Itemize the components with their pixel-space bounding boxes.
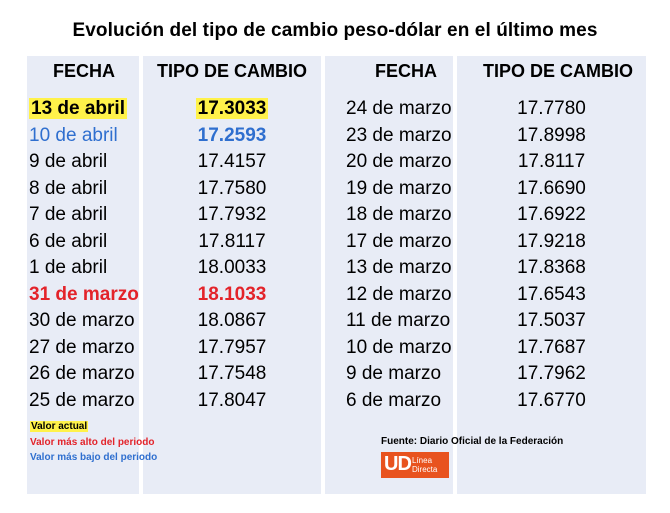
rate-cell: 17.7932 <box>197 204 267 225</box>
rate-cell: 17.5037 <box>517 310 586 331</box>
rate-cell: 17.7957 <box>197 336 267 358</box>
date-cell: 30 de marzo <box>29 310 135 331</box>
rate-cell: 17.7962 <box>517 363 586 384</box>
date-cell: 7 de abril <box>29 204 108 225</box>
rate-cell-highest: 18.1033 <box>197 283 267 305</box>
date-cell: 9 de marzo <box>346 363 442 384</box>
rate-cell: 17.7580 <box>197 177 267 199</box>
date-cell: 19 de marzo <box>346 177 452 199</box>
date-cell: 8 de abril <box>29 177 108 199</box>
date-cell: 1 de abril <box>29 257 108 278</box>
table-row: 13 de abril 17.3033 24 de marzo 17.7780 <box>0 96 670 122</box>
table-row: 8 de abril 17.7580 19 de marzo 17.6690 <box>0 176 670 202</box>
date-cell: 11 de marzo <box>346 310 451 331</box>
rate-cell: 17.8998 <box>517 124 586 146</box>
logo-line-1: Línea <box>412 456 433 465</box>
table-row: 10 de abril 17.2593 23 de marzo 17.8998 <box>0 123 670 149</box>
rate-cell: 17.6690 <box>517 177 586 199</box>
rate-cell: 17.4157 <box>197 151 267 172</box>
date-cell: 6 de marzo <box>346 389 442 411</box>
header-tipo-left: TIPO DE CAMBIO <box>157 61 308 81</box>
table-row: 6 de abril 17.8117 17 de marzo 17.9218 <box>0 229 670 255</box>
date-cell-highest: 31 de marzo <box>29 283 139 305</box>
legend-current-value: Valor actual <box>30 421 89 432</box>
date-cell: 6 de abril <box>29 230 108 252</box>
column-background-fecha-right <box>325 56 453 494</box>
table-row: 31 de marzo 18.1033 12 de marzo 17.6543 <box>0 282 670 308</box>
rate-cell: 17.8117 <box>517 151 586 172</box>
date-cell: 24 de marzo <box>346 98 452 119</box>
date-cell: 12 de marzo <box>346 283 452 305</box>
legend-lowest-value: Valor más bajo del periodo <box>30 452 158 463</box>
legend-highest-value: Valor más alto del periodo <box>30 437 155 448</box>
date-cell: 26 de marzo <box>29 363 135 384</box>
logo-mark: UD <box>384 453 412 475</box>
rate-cell: 18.0033 <box>197 257 267 278</box>
rate-cell-lowest: 17.2593 <box>197 124 267 146</box>
table-row: 7 de abril 17.7932 18 de marzo 17.6922 <box>0 202 670 228</box>
date-cell: 17 de marzo <box>346 230 452 252</box>
date-cell: 27 de marzo <box>29 336 135 358</box>
column-background-tipo-right <box>457 56 646 494</box>
date-cell: 13 de marzo <box>346 257 452 278</box>
table-row: 25 de marzo 17.8047 6 de marzo 17.6770 <box>0 388 670 414</box>
rate-cell-current: 17.3033 <box>195 98 269 119</box>
column-background-tipo-left <box>143 56 321 494</box>
table-row: 9 de abril 17.4157 20 de marzo 17.8117 <box>0 149 670 175</box>
rate-cell: 18.0867 <box>197 310 267 331</box>
date-cell: 18 de marzo <box>346 204 452 225</box>
rate-cell: 17.7548 <box>197 363 267 384</box>
table-row: 30 de marzo 18.0867 11 de marzo 17.5037 <box>0 308 670 334</box>
header-tipo-right: TIPO DE CAMBIO <box>483 61 634 81</box>
rate-cell: 17.8117 <box>198 230 266 252</box>
rate-cell: 17.6770 <box>517 389 586 411</box>
date-cell: 25 de marzo <box>29 389 135 411</box>
table-row: 27 de marzo 17.7957 10 de marzo 17.7687 <box>0 335 670 361</box>
table-row: 1 de abril 18.0033 13 de marzo 17.8368 <box>0 255 670 281</box>
header-fecha-left: FECHA <box>53 61 115 81</box>
date-cell-lowest: 10 de abril <box>29 124 118 146</box>
date-cell-current: 13 de abril <box>29 98 127 119</box>
page-title: Evolución del tipo de cambio peso-dólar … <box>72 20 598 41</box>
rate-cell: 17.9218 <box>517 230 586 252</box>
rate-cell: 17.8368 <box>517 257 586 278</box>
table-row: 26 de marzo 17.7548 9 de marzo 17.7962 <box>0 361 670 387</box>
date-cell: 9 de abril <box>29 151 108 172</box>
date-cell: 23 de marzo <box>346 124 452 146</box>
source-note: Fuente: Diario Oficial de la Federación <box>381 436 564 447</box>
header-fecha-right: FECHA <box>375 61 437 81</box>
linea-directa-logo: UD Línea Directa <box>381 452 449 478</box>
rate-cell: 17.6922 <box>517 204 586 225</box>
rate-cell: 17.6543 <box>517 283 586 305</box>
rate-cell: 17.7780 <box>517 98 586 119</box>
date-cell: 20 de marzo <box>346 151 452 172</box>
date-cell: 10 de marzo <box>346 336 452 358</box>
rate-cell: 17.7687 <box>517 336 586 358</box>
rate-cell: 17.8047 <box>197 389 267 411</box>
logo-line-2: Directa <box>412 465 438 474</box>
